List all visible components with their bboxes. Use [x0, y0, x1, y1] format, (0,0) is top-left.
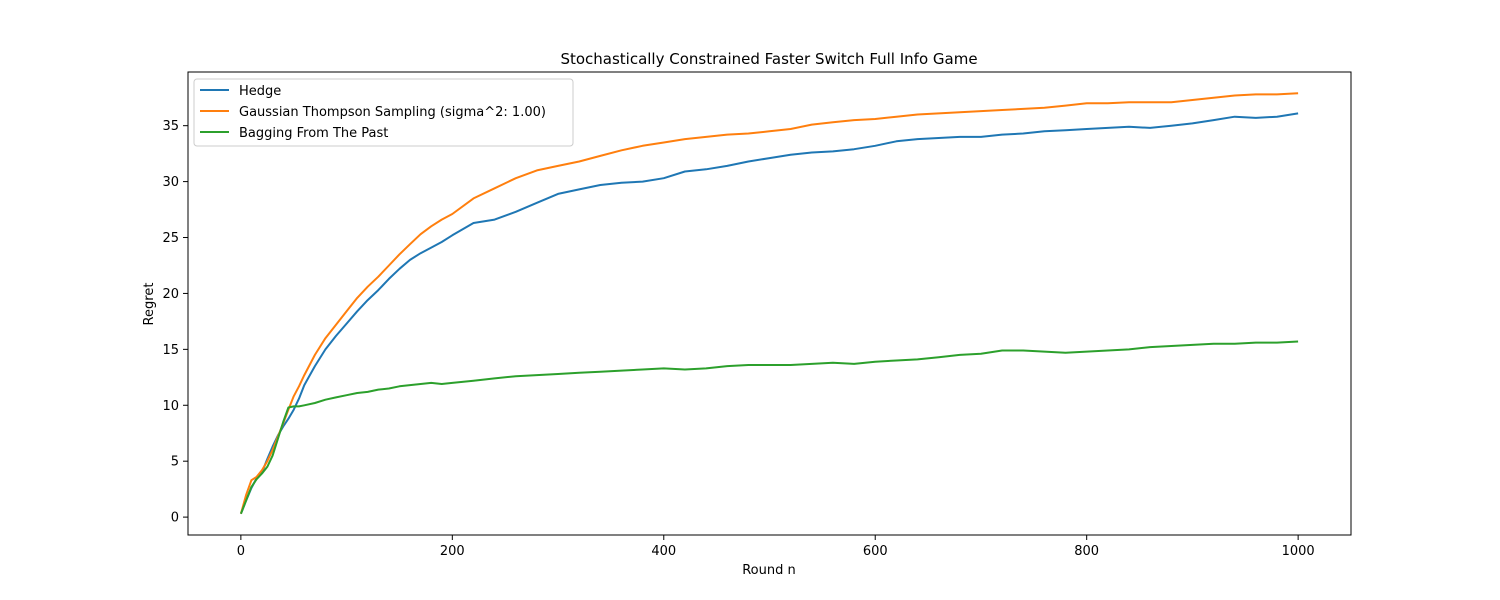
y-axis-label: Regret	[142, 283, 157, 326]
y-tick-label: 30	[162, 175, 179, 190]
series-line-2	[239, 340, 1299, 515]
legend: Hedge Gaussian Thompson Sampling (sigma^…	[193, 78, 574, 147]
x-tick-label: 0	[237, 544, 245, 559]
y-tick-label: 25	[162, 231, 179, 246]
x-tick-label: 200	[440, 544, 465, 559]
series-layer	[239, 92, 1299, 515]
x-tick-label: 1000	[1282, 544, 1315, 559]
y-tick-label: 0	[171, 511, 179, 526]
x-tick-label: 800	[1074, 544, 1099, 559]
y-tick-label: 20	[162, 287, 179, 302]
legend-label-thompson: Gaussian Thompson Sampling (sigma^2: 1.0…	[239, 105, 546, 120]
x-tick-label: 400	[651, 544, 676, 559]
x-tick-label: 600	[863, 544, 888, 559]
legend-label-hedge: Hedge	[239, 84, 281, 99]
plot-frame	[187, 71, 1352, 536]
x-axis: 0 200 400 600 800 1000	[237, 535, 1315, 559]
series-line-1	[239, 92, 1299, 515]
chart-title: Stochastically Constrained Faster Switch…	[560, 50, 977, 68]
legend-label-bagging: Bagging From The Past	[239, 126, 388, 141]
y-tick-label: 10	[162, 399, 179, 414]
y-tick-label: 35	[162, 119, 179, 134]
legend-frame	[193, 78, 574, 147]
y-tick-label: 5	[171, 455, 179, 470]
x-axis-label: Round n	[742, 563, 796, 578]
series-line-0	[239, 112, 1299, 515]
y-tick-label: 15	[162, 343, 179, 358]
y-axis: 0 5 10 15 20 25 30 35	[162, 119, 188, 526]
